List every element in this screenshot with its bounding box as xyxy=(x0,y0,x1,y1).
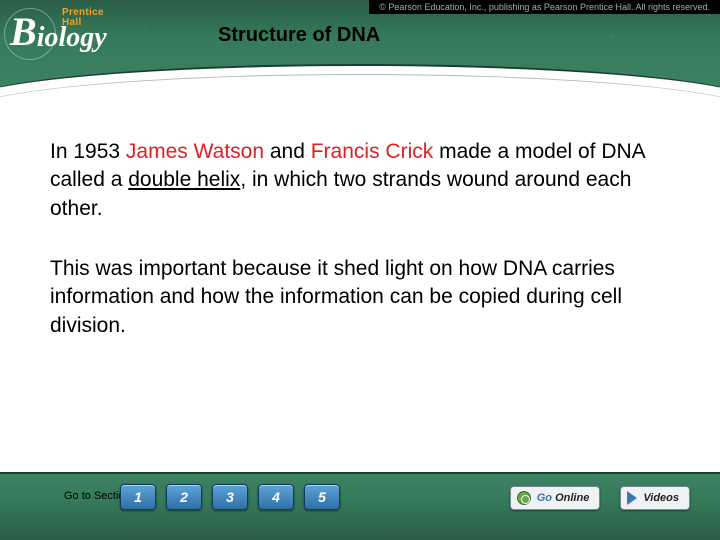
section-nav: 1 2 3 4 5 xyxy=(120,484,340,510)
highlight-name-1: James Watson xyxy=(126,140,264,163)
header: © Pearson Education, Inc., publishing as… xyxy=(0,0,720,92)
key-term: double helix xyxy=(128,168,240,191)
text: and xyxy=(264,140,311,163)
nav-button-1[interactable]: 1 xyxy=(120,484,156,510)
nav-button-5[interactable]: 5 xyxy=(304,484,340,510)
go-online-button[interactable]: Go Go OnlineOnline xyxy=(510,486,601,510)
videos-label: Videos xyxy=(643,492,679,504)
nav-button-4[interactable]: 4 xyxy=(258,484,294,510)
nav-button-3[interactable]: 3 xyxy=(212,484,248,510)
highlight-name-2: Francis Crick xyxy=(311,140,434,163)
header-curve xyxy=(0,64,720,104)
copyright-bar: © Pearson Education, Inc., publishing as… xyxy=(369,0,720,14)
brand-logo: B iology Prentice Hall xyxy=(10,12,107,52)
footer-links: Go Go OnlineOnline Videos xyxy=(510,486,690,510)
nav-button-2[interactable]: 2 xyxy=(166,484,202,510)
paragraph-1: In 1953 James Watson and Francis Crick m… xyxy=(50,138,670,223)
publisher-label: Prentice Hall xyxy=(62,8,107,28)
go-online-label: Go Go OnlineOnline xyxy=(537,492,590,504)
play-icon xyxy=(627,491,637,505)
brand-name: iology xyxy=(37,24,107,52)
videos-button[interactable]: Videos xyxy=(620,486,690,510)
globe-icon xyxy=(517,491,531,505)
brand-initial: B xyxy=(10,12,37,52)
slide-content: In 1953 James Watson and Francis Crick m… xyxy=(50,138,670,372)
paragraph-2: This was important because it shed light… xyxy=(50,255,670,340)
slide-title: Structure of DNA xyxy=(218,24,380,47)
text: In 1953 xyxy=(50,140,126,163)
